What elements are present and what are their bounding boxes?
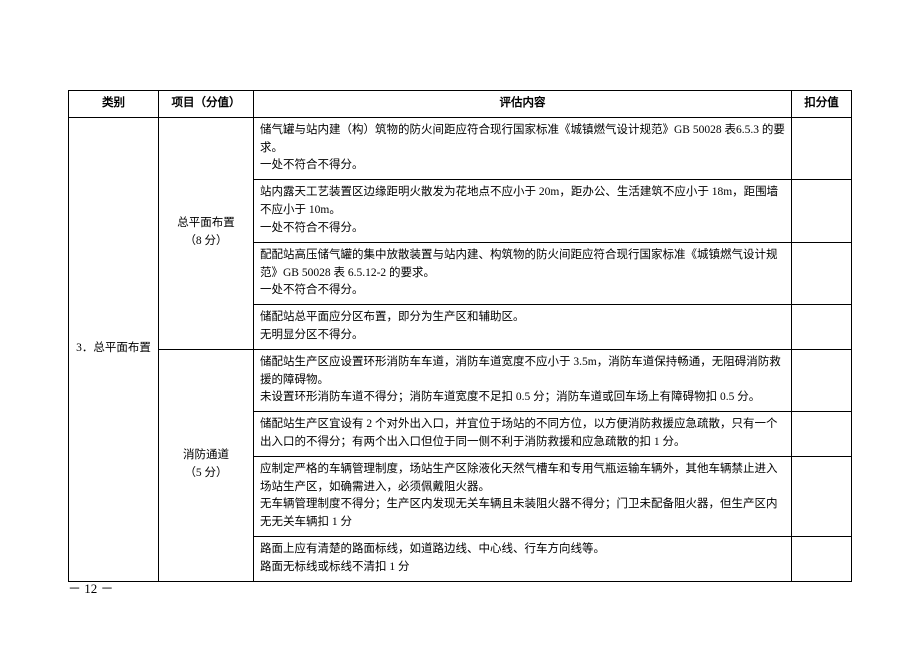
header-content: 评估内容 [254,91,792,118]
deduct-cell [792,349,852,411]
content-cell: 储配站总平面应分区布置，即分为生产区和辅助区。无明显分区不得分。 [254,305,792,350]
deduct-cell [792,537,852,582]
table-header-row: 类别 项目（分值） 评估内容 扣分值 [69,91,852,118]
content-cell: 应制定严格的车辆管理制度，场站生产区除液化天然气槽车和专用气瓶运输车辆外，其他车… [254,456,792,536]
item-name: 总平面布置 [177,217,235,229]
deduct-cell [792,412,852,457]
header-item: 项目（分值） [159,91,254,118]
content-cell: 储配站生产区应设置环形消防车车道，消防车道宽度不应小于 3.5m，消防车道保持畅… [254,349,792,411]
deduct-cell [792,456,852,536]
content-cell: 站内露天工艺装置区边缘距明火散发为花地点不应小于 20m，距办公、生活建筑不应小… [254,180,792,242]
table-row: 消防通道 （5 分） 储配站生产区应设置环形消防车车道，消防车道宽度不应小于 3… [69,349,852,411]
page-number: － 12 － [68,578,114,597]
header-category: 类别 [69,91,159,118]
content-cell: 储配站生产区宜设有 2 个对外出入口，并宜位于场站的不同方位，以方便消防救援应急… [254,412,792,457]
deduct-cell [792,242,852,304]
document-page: 类别 项目（分值） 评估内容 扣分值 3．总平面布置 总平面布置 （8 分） 储… [0,0,920,582]
item-score: （8 分） [184,235,227,247]
content-cell: 储气罐与站内建（构）筑物的防火间距应符合现行国家标准《城镇燃气设计规范》GB 5… [254,117,792,179]
category-cell: 3．总平面布置 [69,117,159,581]
item-cell-2: 消防通道 （5 分） [159,349,254,581]
deduct-cell [792,117,852,179]
deduct-cell [792,180,852,242]
table-row: 3．总平面布置 总平面布置 （8 分） 储气罐与站内建（构）筑物的防火间距应符合… [69,117,852,179]
item-score: （5 分） [184,467,227,479]
deduct-cell [792,305,852,350]
content-cell: 路面上应有清楚的路面标线，如道路边线、中心线、行车方向线等。路面无标线或标线不清… [254,537,792,582]
item-name: 消防通道 [183,449,229,461]
content-cell: 配配站高压储气罐的集中放散装置与站内建、构筑物的防火间距应符合现行国家标准《城镇… [254,242,792,304]
evaluation-table: 类别 项目（分值） 评估内容 扣分值 3．总平面布置 总平面布置 （8 分） 储… [68,90,852,582]
item-cell-1: 总平面布置 （8 分） [159,117,254,349]
header-deduct: 扣分值 [792,91,852,118]
